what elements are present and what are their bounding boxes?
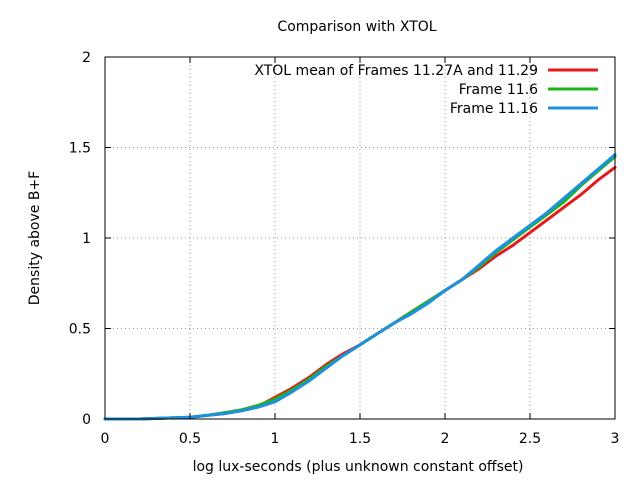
series-lines	[103, 153, 617, 421]
y-tick-label: 0	[82, 412, 91, 428]
y-tick-label: 1.5	[69, 141, 91, 157]
x-tick-label: 0.5	[179, 431, 201, 447]
axis-ticks: 0 0.5 1 1.5 2 2.5 3 0 0.5 1 1.5 2	[69, 50, 620, 447]
x-tick-label: 1.5	[349, 431, 371, 447]
x-tick-label: 2	[441, 431, 450, 447]
legend: XTOL mean of Frames 11.27A and 11.29 Fram…	[254, 63, 598, 117]
legend-label: Frame 11.16	[450, 101, 538, 117]
x-tick-label: 0	[101, 431, 110, 447]
series-line-2	[103, 155, 617, 421]
legend-label: Frame 11.6	[459, 82, 538, 98]
x-tick-label: 1	[271, 431, 280, 447]
series-line-3	[103, 153, 617, 421]
chart-title: Comparison with XTOL	[277, 19, 436, 35]
x-tick-label: 2.5	[519, 431, 541, 447]
y-tick-label: 0.5	[69, 322, 91, 338]
y-tick-label: 2	[82, 50, 91, 66]
y-tick-label: 1	[82, 231, 91, 247]
x-axis-label: log lux-seconds (plus unknown constant o…	[193, 459, 524, 475]
y-axis-label: Density above B+F	[27, 171, 43, 305]
x-tick-label: 3	[611, 431, 620, 447]
grid	[105, 57, 615, 419]
legend-label: XTOL mean of Frames 11.27A and 11.29	[254, 63, 538, 79]
